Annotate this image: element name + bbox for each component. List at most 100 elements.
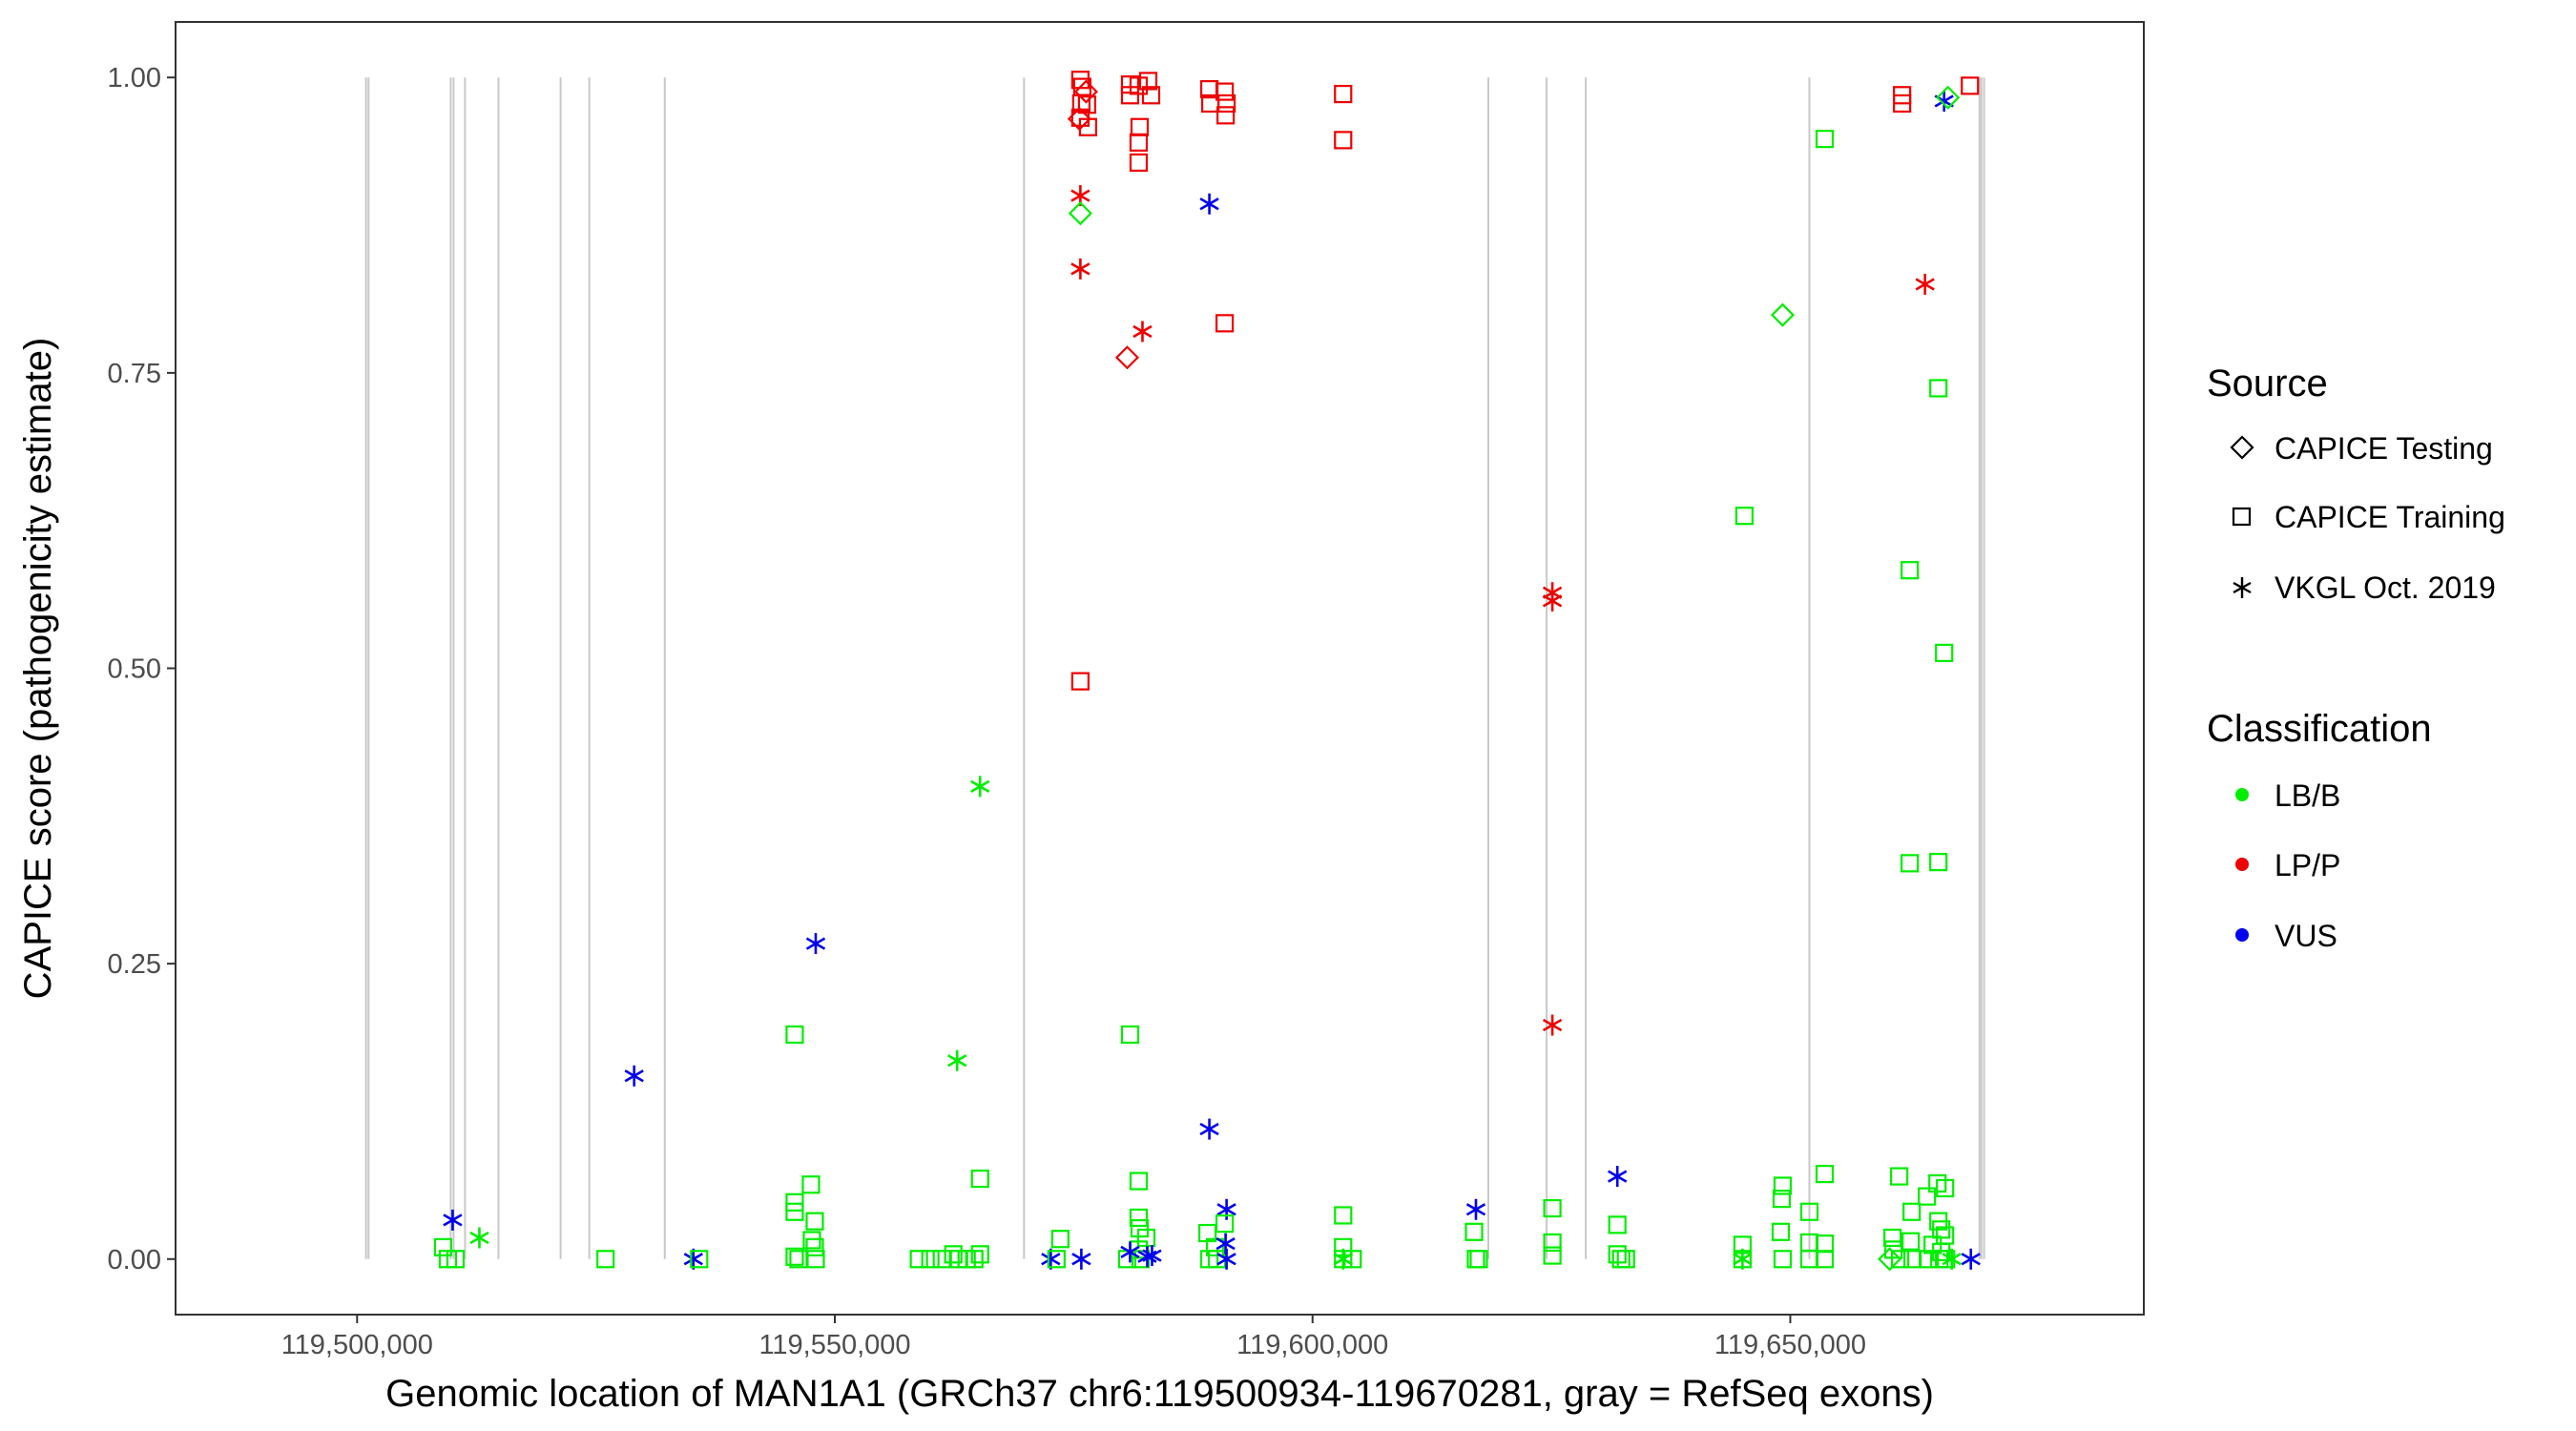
- point-vkgl: [443, 1209, 463, 1231]
- point-training: [433, 1237, 453, 1257]
- point-training: [1078, 117, 1097, 136]
- point-testing: [1073, 79, 1098, 104]
- point-testing: [1936, 85, 1961, 110]
- point-vkgl: [1142, 1245, 1162, 1267]
- legend-label: CAPICE Training: [2275, 500, 2505, 534]
- point-training: [806, 1250, 825, 1269]
- point-training: [1129, 1172, 1149, 1191]
- legend-item-vus: VUS: [2235, 919, 2337, 953]
- legend: Source CAPICE Testing CAPICE Training VK…: [2207, 363, 2505, 953]
- x-axis-title: Genomic location of MAN1A1 (GRCh37 chr6:…: [385, 1373, 1934, 1415]
- point-training: [1616, 1250, 1635, 1269]
- point-training: [1815, 1165, 1835, 1184]
- point-vkgl: [1137, 1246, 1157, 1268]
- asterisk-icon: [2233, 577, 2252, 598]
- point-training: [1543, 1246, 1562, 1265]
- point-training: [1047, 1250, 1066, 1269]
- x-tick-label: 119,500,000: [281, 1330, 433, 1360]
- point-training: [1918, 1187, 1937, 1206]
- dot-icon: [2235, 858, 2249, 871]
- point-training: [1141, 86, 1161, 105]
- point-training: [1334, 84, 1353, 104]
- point-vkgl: [1041, 1248, 1061, 1270]
- point-training: [801, 1175, 821, 1194]
- data-points: [433, 71, 1981, 1272]
- point-training: [1543, 1198, 1562, 1218]
- point-vkgl: [1608, 1166, 1628, 1188]
- point-training: [1891, 1250, 1910, 1269]
- point-vkgl: [1071, 1248, 1091, 1270]
- point-training: [1936, 1178, 1955, 1198]
- square-icon: [2232, 507, 2252, 527]
- point-training: [1138, 72, 1158, 91]
- point-training: [1215, 82, 1235, 101]
- point-training: [1077, 95, 1096, 114]
- x-tick-label: 119,650,000: [1714, 1330, 1866, 1360]
- legend-item-capice-testing: CAPICE Testing: [2230, 431, 2493, 466]
- dot-icon: [2235, 788, 2249, 801]
- legend-label: LB/B: [2275, 778, 2340, 813]
- point-vkgl: [1961, 1248, 1981, 1270]
- y-tick-label: 1.00: [108, 63, 161, 93]
- point-training: [785, 1247, 804, 1266]
- point-training: [446, 1250, 466, 1269]
- point-training: [1469, 1250, 1488, 1269]
- point-training: [1772, 1190, 1792, 1209]
- point-training: [1890, 1167, 1909, 1186]
- point-training: [1334, 131, 1353, 150]
- point-vkgl: [1733, 1248, 1753, 1270]
- point-vkgl: [683, 1248, 703, 1270]
- point-vkgl: [1199, 1118, 1219, 1140]
- point-training: [1543, 1233, 1562, 1253]
- point-training: [690, 1250, 709, 1269]
- point-training: [1883, 1228, 1902, 1248]
- point-training: [785, 1192, 804, 1212]
- point-vkgl: [1942, 1248, 1962, 1270]
- point-training: [1901, 561, 1920, 580]
- point-training: [1773, 1176, 1793, 1195]
- point-training: [1070, 672, 1090, 691]
- point-vkgl: [947, 1049, 967, 1071]
- legend-label: CAPICE Testing: [2275, 431, 2493, 466]
- point-training: [970, 1169, 989, 1189]
- point-training: [1050, 1230, 1070, 1249]
- point-training: [805, 1212, 824, 1231]
- point-training: [909, 1250, 928, 1269]
- point-vkgl: [1542, 590, 1563, 612]
- point-training: [1129, 153, 1149, 172]
- point-vkgl: [624, 1065, 644, 1087]
- point-training: [1815, 1250, 1835, 1269]
- point-training: [1929, 379, 1948, 398]
- point-training: [1884, 1240, 1903, 1259]
- point-training: [1608, 1215, 1627, 1234]
- point-vkgl: [469, 1227, 489, 1249]
- point-training: [965, 1250, 984, 1269]
- point-training: [1129, 1208, 1149, 1228]
- point-training: [1771, 1222, 1791, 1241]
- y-tick-label: 0.25: [108, 949, 161, 980]
- point-training: [1131, 1250, 1151, 1269]
- point-training: [1465, 1222, 1484, 1241]
- point-training: [1935, 643, 1954, 662]
- legend-title-source: Source: [2207, 363, 2328, 404]
- point-training: [1773, 1250, 1793, 1269]
- point-vkgl: [1465, 1198, 1486, 1220]
- point-training: [1120, 1025, 1140, 1045]
- point-vkgl: [805, 933, 826, 955]
- point-training: [1130, 1218, 1150, 1238]
- point-vkgl: [1915, 273, 1935, 295]
- point-vkgl: [1132, 321, 1153, 342]
- x-axis: 119,500,000 119,550,000 119,600,000 119,650…: [281, 1315, 1866, 1360]
- legend-item-lpp: LP/P: [2235, 848, 2340, 882]
- dot-icon: [2235, 928, 2249, 942]
- point-training: [970, 1245, 989, 1264]
- point-testing: [1878, 1247, 1902, 1272]
- point-training: [1129, 76, 1149, 95]
- legend-item-vkgl: VKGL Oct. 2019: [2233, 570, 2496, 605]
- point-training: [1216, 106, 1236, 125]
- y-tick-label: 0.00: [108, 1245, 161, 1275]
- point-training: [785, 1202, 804, 1221]
- point-training: [1217, 93, 1236, 114]
